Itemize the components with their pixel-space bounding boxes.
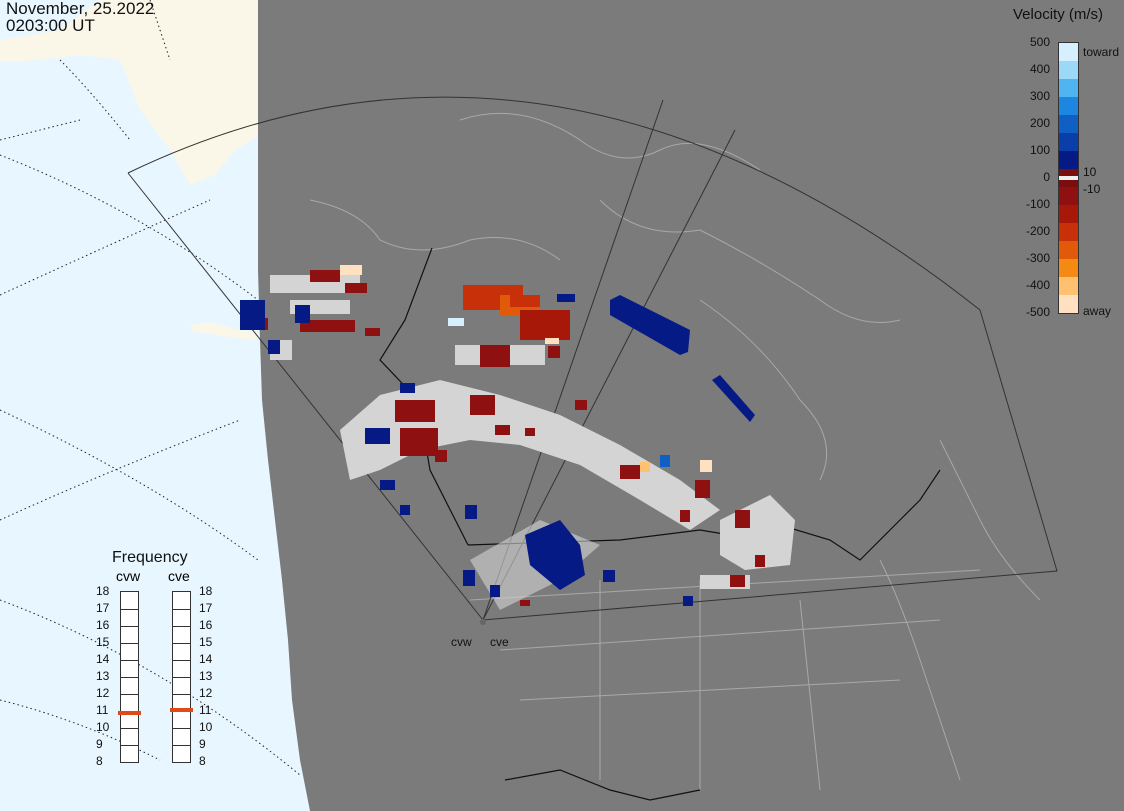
- radar-label-cve: cve: [490, 635, 509, 649]
- grid-lines: [0, 0, 301, 776]
- freq-level-left: 13: [96, 669, 110, 683]
- velocity-tick-label: 400: [1029, 62, 1050, 76]
- frequency-marker: [170, 708, 193, 712]
- velocity-tick-label: -400: [1025, 278, 1050, 292]
- freq-level-left: 18: [96, 584, 110, 598]
- toward-label: toward: [1083, 45, 1120, 59]
- radar-site-marker: [480, 619, 486, 625]
- velocity-tick-label: 500: [1029, 35, 1050, 49]
- pos-threshold-label: 10: [1083, 165, 1097, 179]
- freq-level-left: 8: [96, 754, 103, 768]
- velocity-tick-label: 300: [1029, 89, 1050, 103]
- toward-cells: [240, 294, 755, 606]
- frequency-column: [172, 591, 191, 763]
- freq-level-right: 10: [199, 720, 213, 734]
- frequency-column: [120, 591, 139, 763]
- away-cells: [250, 270, 765, 606]
- velocity-scale-title: Velocity (m/s): [1013, 6, 1104, 23]
- velocity-tick-label: -100: [1025, 197, 1050, 211]
- time-label: 0203:00 UT: [6, 16, 95, 35]
- velocity-tick-label: -200: [1025, 224, 1050, 238]
- freq-level-left: 11: [96, 703, 109, 717]
- freq-level-right: 17: [199, 601, 213, 615]
- freq-level-right: 16: [199, 618, 213, 632]
- freq-level-right: 18: [199, 584, 213, 598]
- island: [190, 322, 258, 340]
- freq-level-right: 14: [199, 652, 213, 666]
- fov-outlines: [127, 96, 1058, 621]
- velocity-tick-label: -500: [1025, 305, 1050, 319]
- freq-level-left: 17: [96, 601, 110, 615]
- neg-threshold-label: -10: [1083, 182, 1101, 196]
- light-blue-cell: [448, 318, 464, 326]
- freq-level-right: 9: [199, 737, 206, 751]
- velocity-tick-label: 100: [1029, 143, 1050, 157]
- freq-level-right: 11: [199, 703, 212, 717]
- away-label: away: [1083, 304, 1112, 318]
- velocity-tick-label: 0: [1043, 170, 1050, 184]
- velocity-tick-label: 200: [1029, 116, 1050, 130]
- frequency-title: Frequency: [112, 549, 188, 566]
- freq-level-right: 8: [199, 754, 206, 768]
- freq-level-left: 16: [96, 618, 110, 632]
- frequency-marker: [118, 711, 141, 716]
- date-label: November, 25.2022: [6, 0, 155, 18]
- freq-level-left: 12: [96, 686, 110, 700]
- land-mass: [258, 0, 1124, 811]
- freq-level-right: 12: [199, 686, 213, 700]
- freq-label-cve: cve: [168, 568, 190, 584]
- freq-level-right: 15: [199, 635, 213, 649]
- zero-band: [1059, 176, 1078, 180]
- velocity-colorbar: [1058, 42, 1079, 314]
- alaska-land: [0, 0, 260, 185]
- freq-level-right: 13: [199, 669, 213, 683]
- freq-level-left: 14: [96, 652, 110, 666]
- radar-label-cvw: cvw: [451, 635, 472, 649]
- velocity-tick-label: -300: [1025, 251, 1050, 265]
- freq-label-cvw: cvw: [116, 568, 141, 584]
- borders: [379, 247, 941, 801]
- freq-level-left: 10: [96, 720, 110, 734]
- freq-level-left: 15: [96, 635, 110, 649]
- away-cells-strong: [340, 265, 712, 472]
- freq-level-left: 9: [96, 737, 103, 751]
